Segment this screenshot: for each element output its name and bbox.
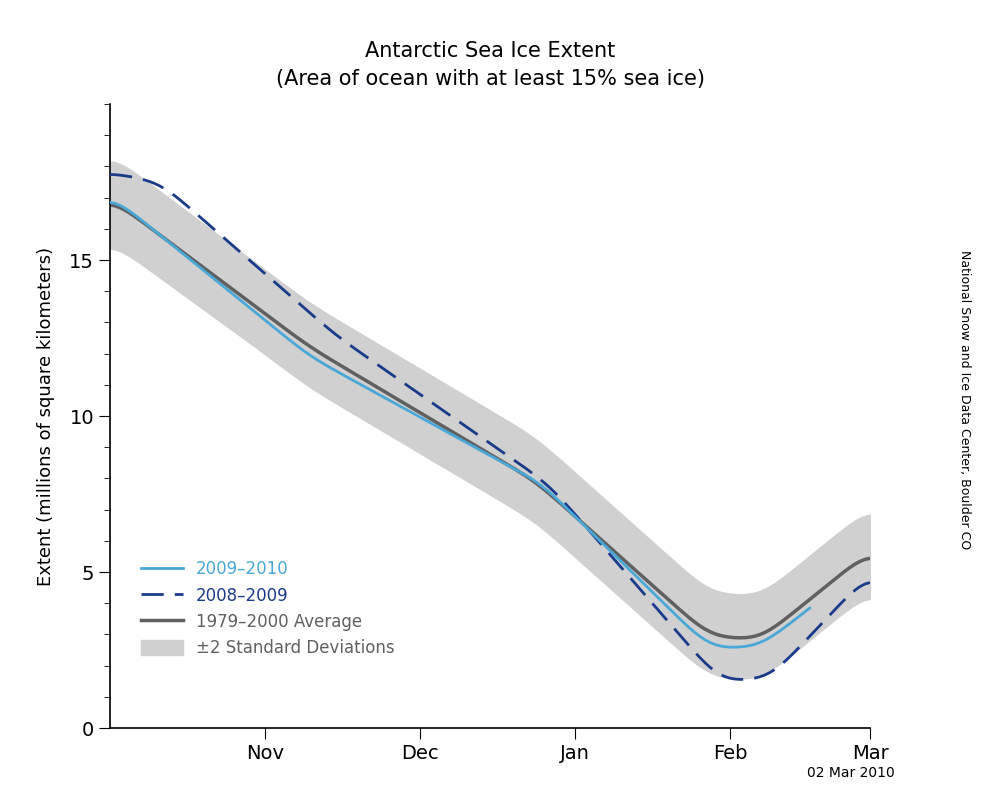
Text: 02 Mar 2010: 02 Mar 2010	[807, 766, 895, 780]
Legend: 2009–2010, 2008–2009, 1979–2000 Average, ±2 Standard Deviations: 2009–2010, 2008–2009, 1979–2000 Average,…	[141, 560, 395, 658]
Title: Antarctic Sea Ice Extent
(Area of ocean with at least 15% sea ice): Antarctic Sea Ice Extent (Area of ocean …	[276, 41, 704, 89]
Text: National Snow and Ice Data Center, Boulder CO: National Snow and Ice Data Center, Bould…	[958, 250, 972, 550]
Y-axis label: Extent (millions of square kilometers): Extent (millions of square kilometers)	[37, 246, 55, 586]
